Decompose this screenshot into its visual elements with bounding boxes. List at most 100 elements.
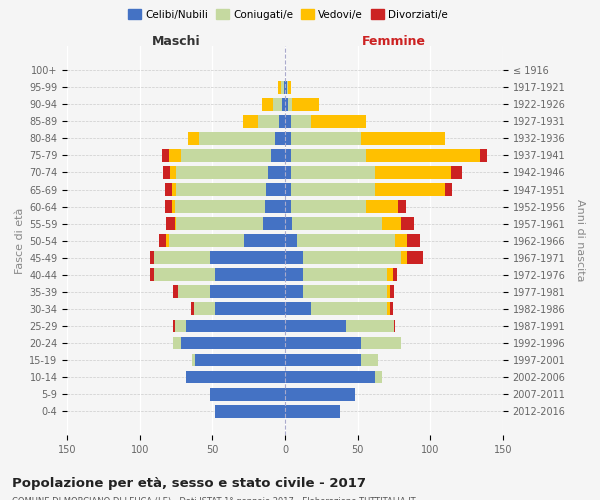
Bar — [268, 166, 285, 179]
Legend: Celibi/Nubili, Coniugati/e, Vedovi/e, Divorziati/e: Celibi/Nubili, Coniugati/e, Vedovi/e, Di… — [124, 5, 452, 24]
Bar — [280, 115, 285, 128]
Bar — [361, 132, 445, 145]
Bar — [266, 183, 285, 196]
Bar — [169, 234, 244, 247]
Bar — [154, 252, 209, 264]
Bar — [262, 98, 274, 110]
Bar — [395, 234, 407, 247]
Bar — [285, 132, 291, 145]
Bar — [173, 286, 178, 298]
Bar — [285, 234, 297, 247]
Bar — [172, 200, 175, 213]
Bar — [285, 336, 361, 349]
Bar — [178, 286, 209, 298]
Bar — [175, 200, 265, 213]
Bar — [285, 166, 291, 179]
Bar — [285, 149, 291, 162]
Bar — [451, 166, 462, 179]
Bar — [175, 217, 176, 230]
Bar — [181, 149, 271, 162]
Bar — [285, 200, 291, 213]
Bar — [346, 320, 394, 332]
Bar — [278, 81, 281, 94]
Bar — [398, 200, 406, 213]
Bar — [285, 115, 291, 128]
Text: Popolazione per età, sesso e stato civile - 2017: Popolazione per età, sesso e stato civil… — [12, 477, 366, 490]
Bar — [285, 81, 287, 94]
Bar — [375, 183, 445, 196]
Bar — [284, 81, 285, 94]
Bar — [285, 217, 292, 230]
Text: Femmine: Femmine — [362, 35, 426, 48]
Bar — [263, 217, 285, 230]
Bar — [302, 252, 401, 264]
Bar — [154, 268, 215, 281]
Bar — [375, 166, 451, 179]
Bar — [291, 166, 375, 179]
Bar — [244, 234, 285, 247]
Text: COMUNE DI MORCIANO DI LEUCA (LE) - Dati ISTAT 1° gennaio 2017 - Elaborazione TUT: COMUNE DI MORCIANO DI LEUCA (LE) - Dati … — [12, 498, 416, 500]
Bar — [176, 217, 263, 230]
Bar — [287, 81, 288, 94]
Bar — [285, 268, 302, 281]
Bar — [367, 149, 480, 162]
Bar — [215, 405, 285, 417]
Bar — [367, 200, 398, 213]
Bar — [163, 166, 170, 179]
Bar — [265, 200, 285, 213]
Bar — [285, 354, 361, 366]
Y-axis label: Fasce di età: Fasce di età — [15, 208, 25, 274]
Bar — [311, 302, 387, 316]
Bar — [159, 234, 166, 247]
Bar — [181, 336, 285, 349]
Bar — [191, 302, 194, 316]
Bar — [361, 336, 401, 349]
Bar — [176, 183, 266, 196]
Bar — [195, 354, 285, 366]
Bar — [161, 149, 169, 162]
Bar — [302, 286, 387, 298]
Bar — [150, 268, 154, 281]
Bar — [389, 302, 392, 316]
Bar — [215, 302, 285, 316]
Bar — [275, 132, 285, 145]
Bar — [282, 98, 285, 110]
Bar — [164, 200, 172, 213]
Bar — [480, 149, 487, 162]
Bar — [311, 115, 367, 128]
Bar — [387, 268, 392, 281]
Bar — [401, 252, 407, 264]
Bar — [257, 115, 280, 128]
Bar — [170, 166, 176, 179]
Bar — [285, 286, 302, 298]
Y-axis label: Anni di nascita: Anni di nascita — [575, 200, 585, 282]
Bar — [281, 81, 284, 94]
Bar — [387, 286, 389, 298]
Bar — [302, 268, 387, 281]
Bar — [285, 405, 340, 417]
Bar — [401, 217, 415, 230]
Bar — [173, 336, 181, 349]
Bar — [288, 98, 292, 110]
Bar — [387, 302, 389, 316]
Bar — [209, 252, 285, 264]
Bar — [188, 132, 199, 145]
Bar — [285, 183, 291, 196]
Bar — [166, 234, 169, 247]
Bar — [445, 183, 452, 196]
Bar — [187, 320, 285, 332]
Bar — [164, 183, 172, 196]
Bar — [285, 388, 355, 400]
Bar — [199, 132, 275, 145]
Bar — [271, 149, 285, 162]
Bar — [150, 252, 154, 264]
Bar — [285, 252, 302, 264]
Bar — [291, 200, 367, 213]
Bar — [392, 268, 397, 281]
Bar — [243, 115, 257, 128]
Bar — [285, 320, 346, 332]
Bar — [166, 217, 175, 230]
Bar — [361, 354, 378, 366]
Bar — [291, 115, 311, 128]
Bar — [375, 370, 382, 384]
